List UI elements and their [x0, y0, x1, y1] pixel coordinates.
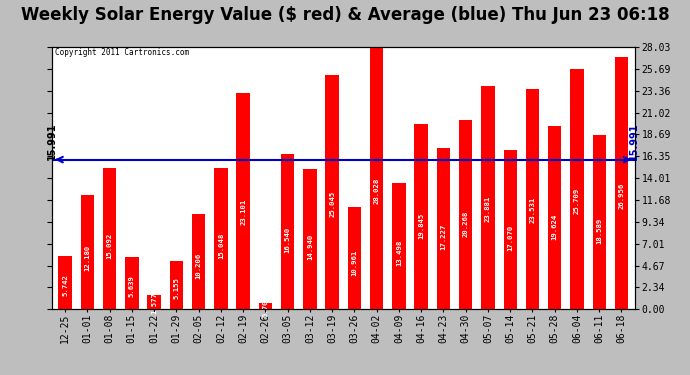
Text: 15.092: 15.092 [107, 232, 112, 259]
Text: 13.498: 13.498 [396, 239, 402, 266]
Bar [526, 89, 539, 309]
Text: 19.624: 19.624 [552, 213, 558, 240]
Text: 12.180: 12.180 [84, 245, 90, 271]
Bar [81, 195, 94, 309]
Text: 25.709: 25.709 [574, 188, 580, 214]
Text: 28.028: 28.028 [374, 178, 380, 204]
Bar [103, 168, 117, 309]
Text: 15.048: 15.048 [218, 233, 224, 259]
Text: 18.589: 18.589 [596, 218, 602, 244]
Bar [170, 261, 183, 309]
Text: Copyright 2011 Cartronics.com: Copyright 2011 Cartronics.com [55, 48, 189, 57]
Text: 23.531: 23.531 [529, 197, 535, 223]
Text: 0.707: 0.707 [262, 296, 268, 317]
Text: 1.577: 1.577 [151, 292, 157, 314]
Text: 5.155: 5.155 [173, 277, 179, 298]
Bar [437, 148, 450, 309]
Text: 16.540: 16.540 [285, 226, 290, 253]
Text: 25.045: 25.045 [329, 191, 335, 217]
Bar [615, 57, 628, 309]
Bar [148, 295, 161, 309]
Bar [237, 93, 250, 309]
Text: Weekly Solar Energy Value ($ red) & Average (blue) Thu Jun 23 06:18: Weekly Solar Energy Value ($ red) & Aver… [21, 6, 669, 24]
Bar [392, 183, 406, 309]
Text: 23.881: 23.881 [485, 196, 491, 222]
Bar [548, 126, 562, 309]
Text: 14.940: 14.940 [307, 233, 313, 260]
Bar [326, 75, 339, 309]
Bar [370, 47, 384, 309]
Text: 10.206: 10.206 [196, 253, 201, 279]
Bar [192, 214, 206, 309]
Text: 10.961: 10.961 [351, 250, 357, 276]
Text: 19.845: 19.845 [418, 213, 424, 239]
Bar [481, 86, 495, 309]
Bar [593, 135, 606, 309]
Bar [59, 256, 72, 309]
Text: 17.070: 17.070 [507, 224, 513, 251]
Text: 26.956: 26.956 [618, 183, 624, 209]
Text: 17.227: 17.227 [440, 224, 446, 250]
Text: 20.268: 20.268 [463, 211, 469, 237]
Bar [504, 150, 517, 309]
Bar [570, 69, 584, 309]
Bar [348, 207, 361, 309]
Bar [125, 256, 139, 309]
Bar [281, 154, 295, 309]
Text: 23.101: 23.101 [240, 199, 246, 225]
Bar [214, 168, 228, 309]
Text: 5.742: 5.742 [62, 274, 68, 296]
Text: 15.991: 15.991 [47, 122, 57, 160]
Text: 5.639: 5.639 [129, 274, 135, 297]
Bar [459, 120, 473, 309]
Bar [259, 303, 272, 309]
Bar [303, 170, 317, 309]
Bar [415, 123, 428, 309]
Text: 15.991: 15.991 [629, 122, 640, 160]
